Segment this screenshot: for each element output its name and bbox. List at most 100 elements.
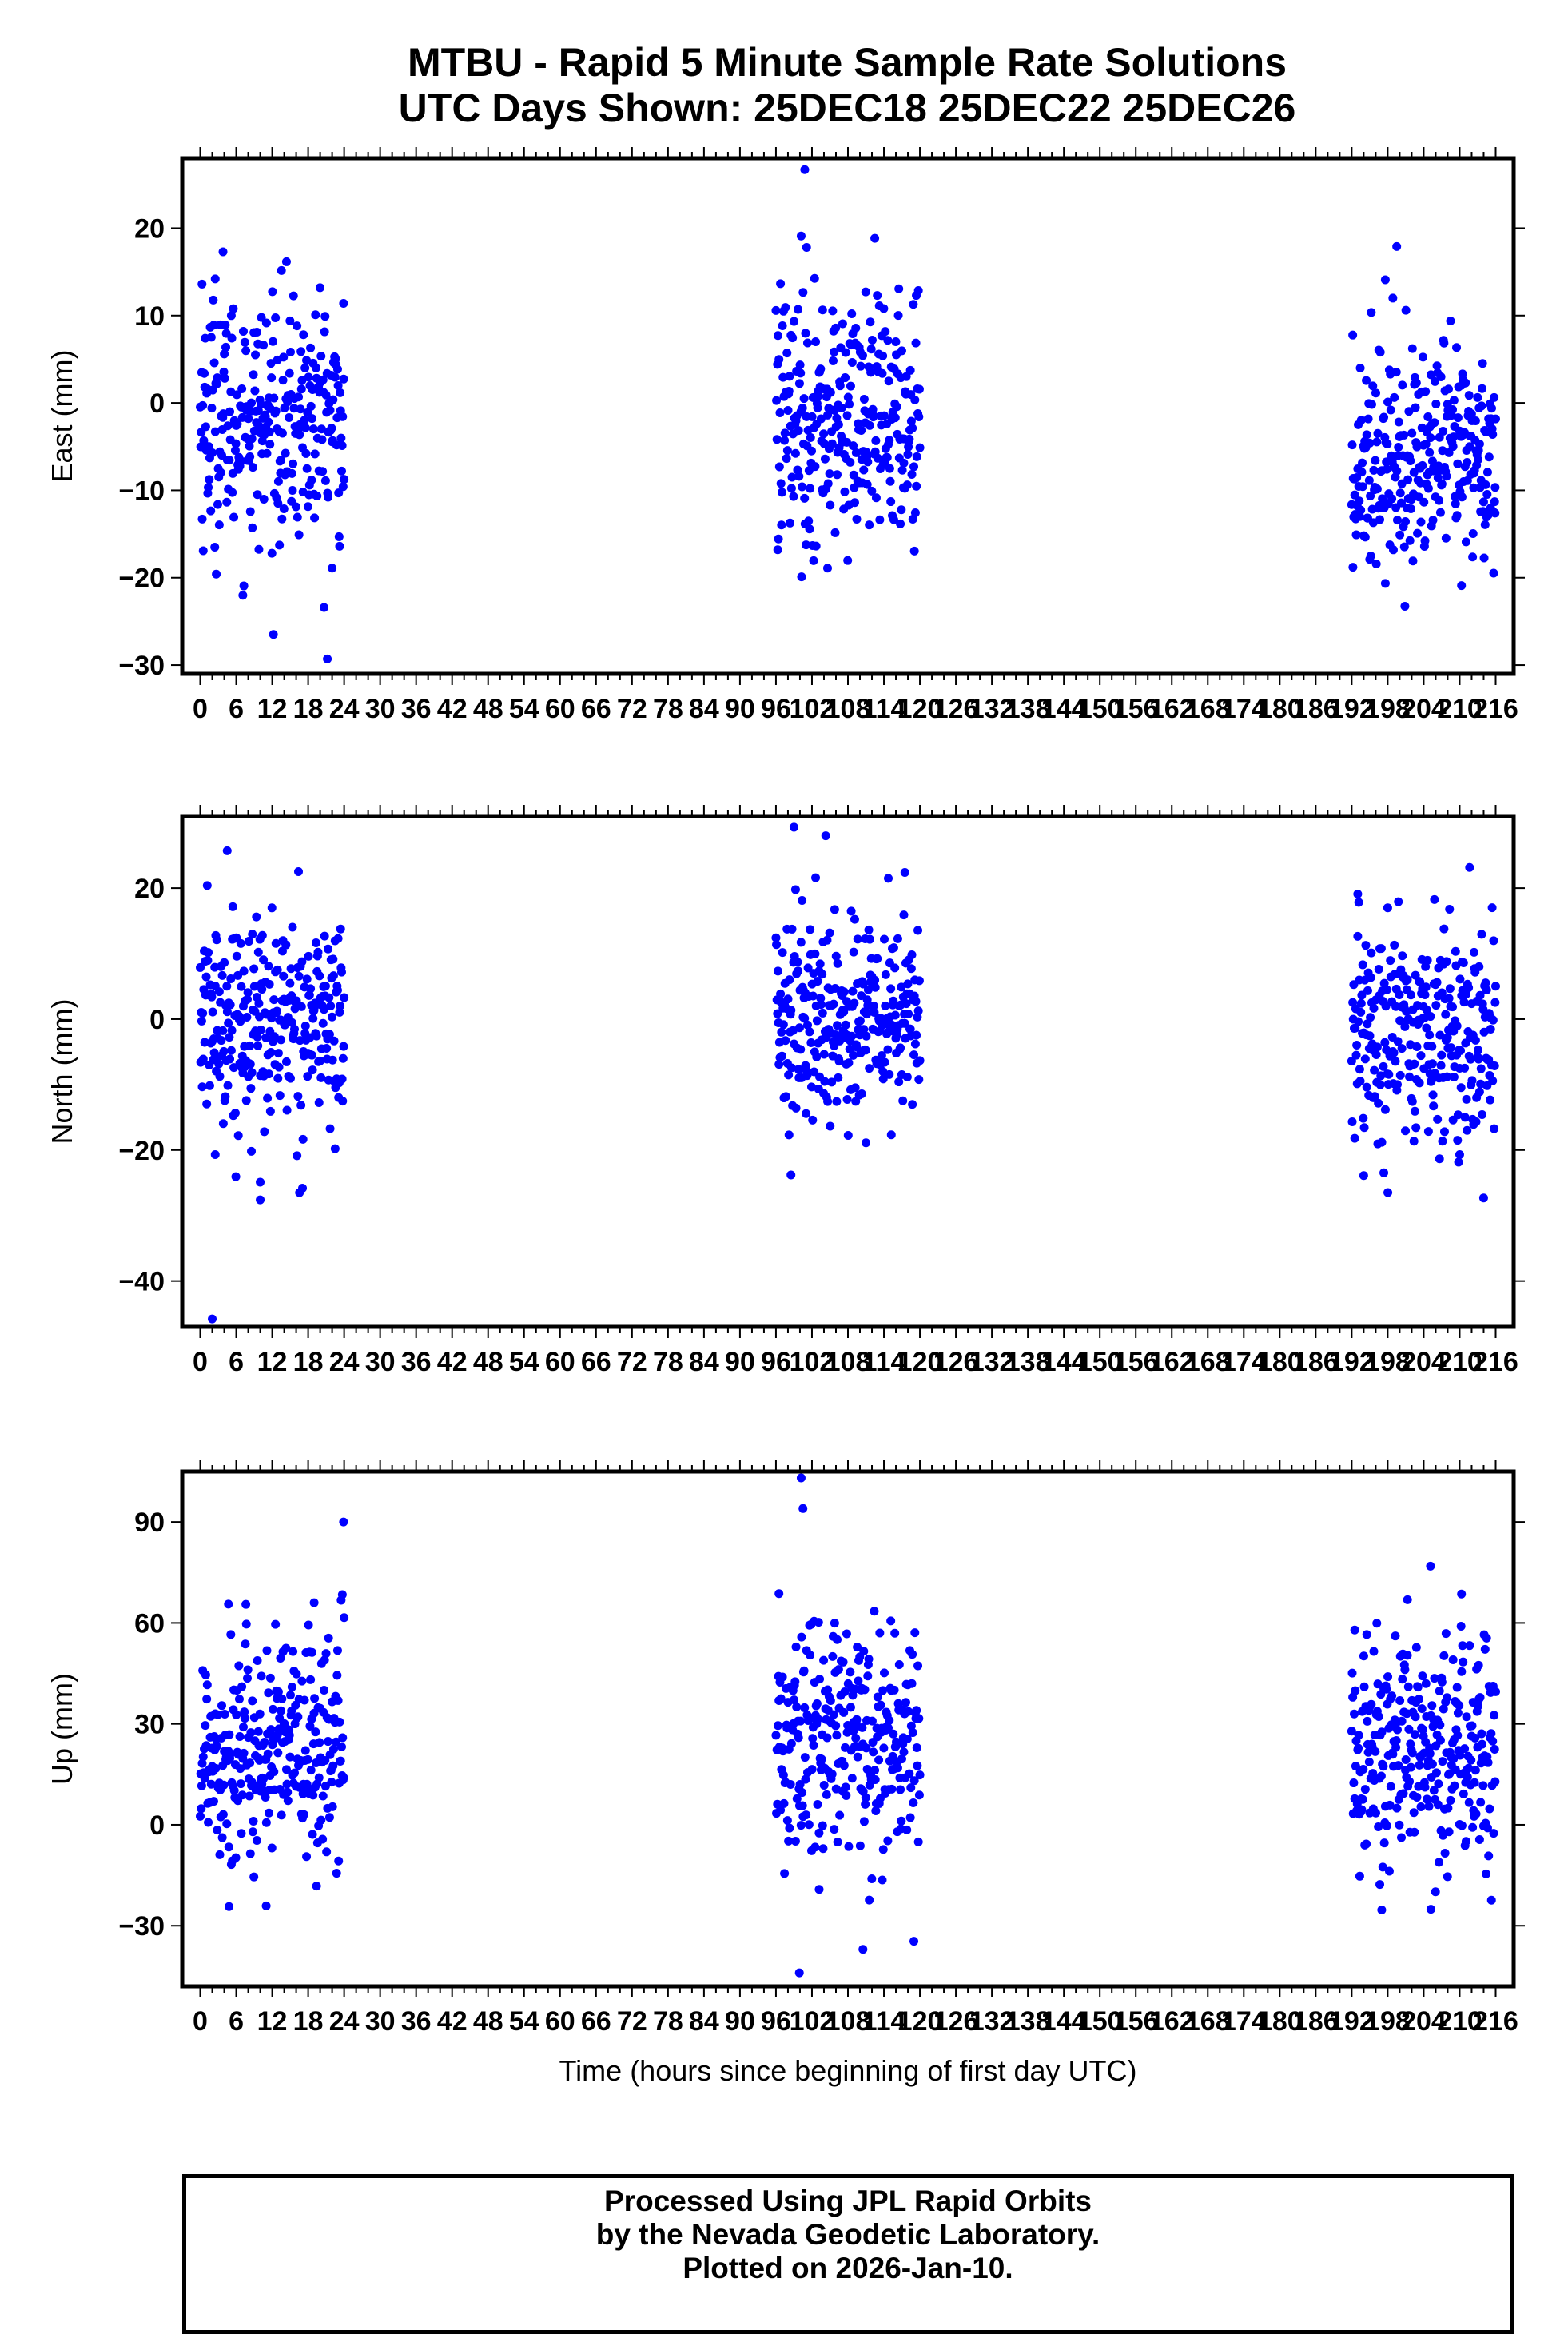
east-data-point: [310, 449, 320, 459]
east-data-point: [883, 336, 893, 345]
north-x-tick-label: 18: [293, 1347, 324, 1377]
north-data-point: [793, 958, 802, 967]
up-x-tick-label: 6: [229, 2006, 244, 2037]
east-data-point: [859, 394, 869, 404]
up-x-tick-label: 210: [1437, 2006, 1482, 2037]
up-data-point: [1391, 1736, 1401, 1746]
up-data-point: [873, 1692, 882, 1702]
east-data-point: [798, 403, 807, 412]
north-data-point: [300, 1021, 310, 1030]
north-data-point: [1490, 982, 1500, 991]
east-data-point: [1365, 438, 1375, 448]
up-data-point: [1435, 1735, 1445, 1745]
up-data-point: [1449, 1754, 1459, 1763]
north-data-point: [1360, 1054, 1370, 1064]
north-data-point: [1374, 964, 1383, 974]
up-data-point: [1383, 1672, 1393, 1682]
east-x-tick-label: 216: [1473, 694, 1518, 724]
footer-box: Processed Using JPL Rapid Orbits by the …: [182, 2174, 1514, 2334]
up-data-point: [1410, 1730, 1419, 1739]
east-data-point: [1416, 517, 1426, 527]
north-data-point: [1398, 951, 1407, 961]
east-data-point: [306, 401, 316, 411]
east-data-point: [1383, 440, 1392, 449]
north-data-point: [1463, 1125, 1472, 1135]
north-data-point: [873, 954, 882, 963]
north-data-point: [252, 912, 261, 922]
up-x-axis-label: Time (hours since beginning of first day…: [559, 2054, 1137, 2087]
up-data-point: [1448, 1655, 1458, 1664]
north-data-point: [1359, 1171, 1368, 1181]
east-data-point: [1375, 515, 1385, 524]
east-data-point: [315, 283, 324, 293]
north-data-point: [796, 1045, 806, 1054]
north-data-point: [1479, 1027, 1489, 1037]
east-data-point: [1371, 560, 1381, 569]
up-data-point: [813, 1800, 822, 1810]
east-data-point: [210, 542, 220, 552]
up-data-point: [1359, 1682, 1369, 1691]
north-y-tick-label: −20: [118, 1136, 165, 1166]
north-data-point: [886, 984, 896, 994]
east-data-point: [1363, 414, 1373, 424]
up-data-point: [265, 1673, 275, 1683]
east-data-point: [787, 472, 797, 482]
north-data-point: [247, 1068, 257, 1077]
north-data-point: [1365, 1031, 1375, 1041]
east-data-point: [897, 465, 907, 475]
north-data-point: [1465, 862, 1474, 872]
north-data-point: [1437, 1050, 1447, 1060]
north-x-tick-label: 60: [545, 1347, 575, 1377]
up-data-point: [1490, 1711, 1499, 1720]
up-data-point: [798, 1504, 808, 1513]
up-y-tick-label: 30: [134, 1710, 165, 1740]
north-data-point: [273, 1049, 283, 1058]
east-data-point: [289, 404, 299, 413]
up-data-point: [1446, 1795, 1455, 1805]
east-data-point: [1408, 556, 1418, 566]
east-data-point: [307, 414, 316, 424]
east-data-point: [1351, 530, 1361, 540]
east-data-point: [232, 390, 241, 400]
up-x-tick-label: 216: [1473, 2006, 1518, 2037]
up-data-point: [246, 1728, 256, 1738]
north-data-point: [890, 1010, 900, 1020]
east-data-point: [847, 357, 857, 367]
up-data-point: [1438, 1757, 1447, 1766]
up-data-point: [822, 1733, 832, 1743]
up-data-point: [267, 1843, 277, 1853]
up-data-point: [1362, 1630, 1371, 1639]
east-data-point: [1380, 275, 1390, 285]
up-data-point: [1405, 1777, 1415, 1786]
up-data-point: [237, 1829, 246, 1838]
up-data-point: [197, 1781, 206, 1790]
up-data-point: [206, 1779, 216, 1789]
up-data-point: [273, 1748, 283, 1758]
up-data-point: [339, 1517, 348, 1527]
north-data-point: [332, 986, 342, 995]
east-x-tick-label: 42: [437, 694, 468, 724]
north-data-point: [914, 1075, 924, 1085]
north-data-point: [910, 1039, 920, 1049]
north-data-point: [1449, 1073, 1459, 1082]
north-data-point: [328, 954, 338, 964]
up-data-point: [786, 1779, 795, 1789]
up-data-point: [1359, 1651, 1368, 1661]
east-x-tick-label: 60: [545, 694, 575, 724]
east-data-point: [801, 329, 810, 338]
up-data-point: [225, 1730, 234, 1739]
east-data-point: [840, 487, 850, 496]
east-data-point: [813, 403, 822, 412]
north-data-point: [796, 938, 806, 947]
north-data-point: [289, 1025, 299, 1034]
north-data-point: [1386, 956, 1395, 966]
north-data-point: [1358, 960, 1367, 970]
north-data-point: [911, 997, 921, 1006]
north-data-point: [864, 925, 874, 934]
north-x-tick-label: 210: [1437, 1347, 1482, 1377]
up-data-point: [861, 1799, 870, 1809]
up-data-point: [864, 1655, 874, 1664]
east-data-point: [1473, 392, 1482, 402]
north-data-point: [274, 1062, 284, 1072]
north-x-tick-label: 198: [1365, 1347, 1411, 1377]
